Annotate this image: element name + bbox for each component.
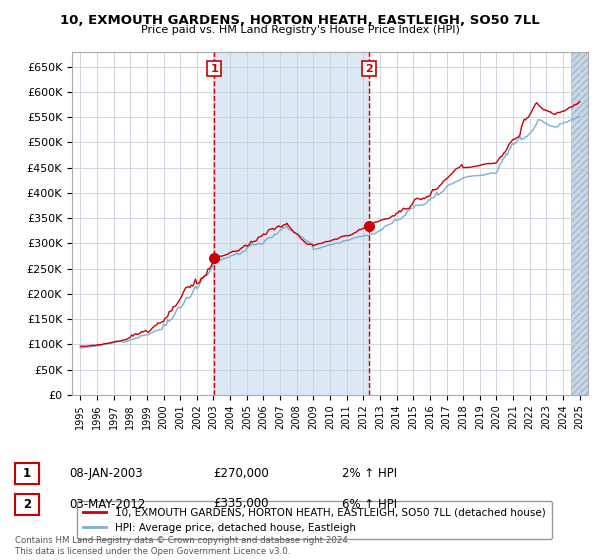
Text: 2: 2 xyxy=(23,498,31,511)
Text: 10, EXMOUTH GARDENS, HORTON HEATH, EASTLEIGH, SO50 7LL: 10, EXMOUTH GARDENS, HORTON HEATH, EASTL… xyxy=(60,14,540,27)
Text: 6% ↑ HPI: 6% ↑ HPI xyxy=(342,497,397,511)
Text: 08-JAN-2003: 08-JAN-2003 xyxy=(69,466,143,480)
Text: Contains HM Land Registry data © Crown copyright and database right 2024.
This d: Contains HM Land Registry data © Crown c… xyxy=(15,536,350,556)
Legend: 10, EXMOUTH GARDENS, HORTON HEATH, EASTLEIGH, SO50 7LL (detached house), HPI: Av: 10, EXMOUTH GARDENS, HORTON HEATH, EASTL… xyxy=(77,501,552,539)
Text: £270,000: £270,000 xyxy=(213,466,269,480)
Bar xyxy=(571,52,590,395)
Text: 1: 1 xyxy=(23,467,31,480)
Text: Price paid vs. HM Land Registry's House Price Index (HPI): Price paid vs. HM Land Registry's House … xyxy=(140,25,460,35)
Text: 2% ↑ HPI: 2% ↑ HPI xyxy=(342,466,397,480)
Text: 03-MAY-2012: 03-MAY-2012 xyxy=(69,497,145,511)
Text: 2: 2 xyxy=(365,63,373,73)
Bar xyxy=(214,52,369,395)
Text: £335,000: £335,000 xyxy=(213,497,269,511)
Text: 1: 1 xyxy=(210,63,218,73)
